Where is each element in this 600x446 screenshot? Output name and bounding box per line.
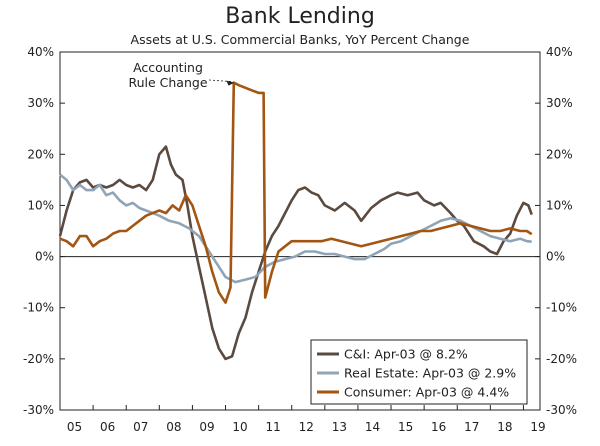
series-line-0 [58,145,533,361]
annotation-text-line1: Accounting [133,60,203,75]
legend-label-2: Consumer: Apr-03 @ 4.4% [344,385,509,400]
legend-box [310,339,528,405]
legend-label-0: C&I: Apr-03 @ 8.2% [344,347,468,362]
y-tick-label-left: 30% [27,96,54,110]
x-tick-label: 13 [332,420,347,434]
x-tick-label: 05 [67,420,82,434]
y-tick-label-right: 30% [546,96,573,110]
y-tick-label-left: 20% [27,147,54,161]
series-line-2 [59,81,533,304]
y-tick-label-left: -30% [23,403,54,417]
annotation-text-line2: Rule Change [128,75,207,90]
x-tick-label: 11 [266,420,281,434]
y-tick-label-left: -20% [23,352,54,366]
x-tick-label: 14 [365,420,380,434]
x-tick-label: 15 [398,420,413,434]
y-tick-label-left: -10% [23,301,54,315]
y-tick-label-right: -10% [546,301,577,315]
chart-subtitle: Assets at U.S. Commercial Banks, YoY Per… [130,32,470,47]
y-tick-label-left: 10% [27,198,54,212]
legend-label-1: Real Estate: Apr-03 @ 2.9% [344,366,516,381]
x-tick-label: 08 [166,420,181,434]
x-tick-label: 18 [497,420,512,434]
x-tick-label: 06 [100,420,115,434]
y-tick-label-left: 40% [27,45,54,59]
x-tick-label: 16 [431,420,446,434]
y-tick-label-left: 0% [35,250,54,264]
annotation-arrowhead [226,80,235,86]
chart-title: Bank Lending [225,4,375,29]
x-tick-label: 10 [232,420,247,434]
y-tick-label-right: 0% [546,250,565,264]
y-tick-label-right: 20% [546,147,573,161]
x-tick-label: 17 [464,420,479,434]
x-tick-label: 12 [299,420,314,434]
y-tick-label-right: 40% [546,45,573,59]
y-tick-label-right: -20% [546,352,577,366]
y-tick-label-right: 10% [546,198,573,212]
y-tick-label-right: -30% [546,403,577,417]
x-tick-label: 19 [530,420,545,434]
x-tick-label: 09 [199,420,214,434]
x-tick-label: 07 [133,420,148,434]
